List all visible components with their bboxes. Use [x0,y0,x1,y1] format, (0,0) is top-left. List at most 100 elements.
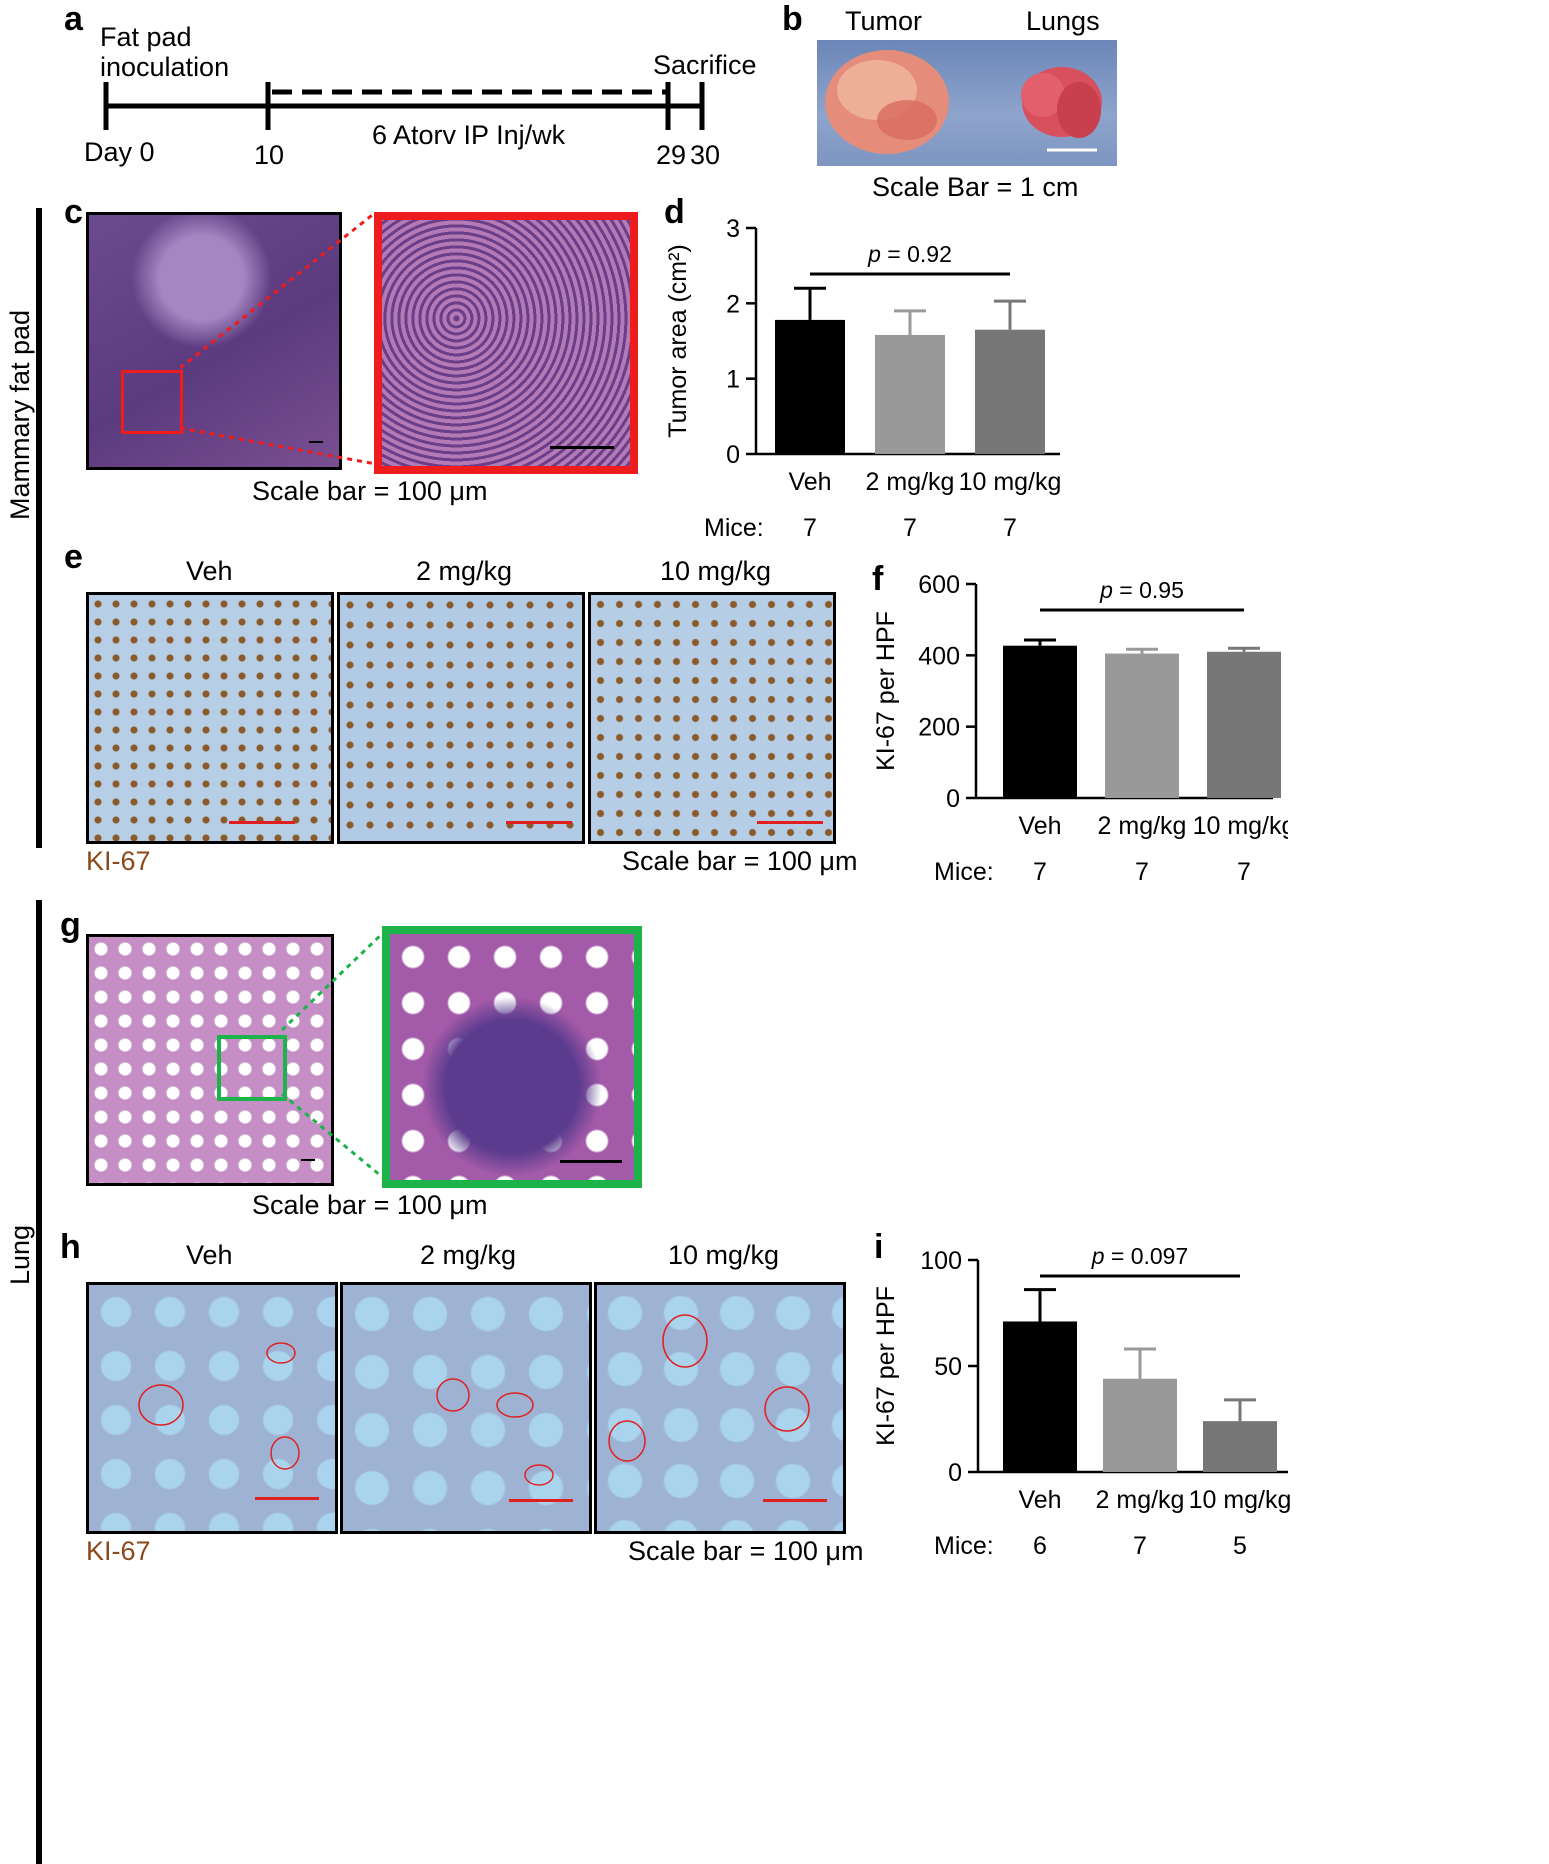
y-tick-label: 1 [726,366,740,394]
y-tick-label: 50 [934,1353,962,1381]
scale-bar-g-zoom [560,1160,622,1163]
p-value-label: p = 0.92 [867,241,952,267]
scale-bar-h-2mg [509,1499,573,1502]
sidebar-bar-fat-pad [36,208,42,848]
y-tick-label: 3 [726,215,740,243]
scale-label-c: Scale bar = 100 μm [252,476,488,506]
timeline-tick-label-day0: Day 0 [84,137,155,167]
scale-label-h: Scale bar = 100 μm [628,1536,864,1566]
y-axis-label: Tumor area (cm²) [664,244,692,438]
y-axis-label: KI-67 per HPF [872,611,900,771]
timeline-tick-label-30: 30 [690,140,721,170]
scale-bar-h-10mg [763,1499,827,1502]
scale-bar-e-10mg [757,821,823,824]
e-group-10mg: 10 mg/kg [660,556,772,586]
scale-bar-e-veh [229,821,295,824]
p-value-label: p = 0.95 [1099,577,1184,603]
panel-label-c: c [64,193,83,231]
mice-count-2: 7 [1237,858,1251,886]
x-tick-label-1: 2 mg/kg [1096,1486,1185,1514]
bar-1 [1105,653,1179,798]
ki67-tumor-veh [86,592,334,844]
y-tick-label: 0 [946,785,960,813]
chart-i-ki67-lung: 0 50 100 KI-67 per HPF Veh 6 2 mg/kg 7 10 mg/kg 5… [872,1243,1292,1560]
h-group-10mg: 10 mg/kg [668,1240,780,1270]
bar-1 [875,334,945,454]
mice-count-0: 6 [1033,1532,1047,1560]
scale-bar-h-veh [255,1497,319,1500]
mice-label: Mice: [934,1532,994,1560]
mice-count-1: 7 [1133,1532,1147,1560]
panel-label-f: f [872,560,884,598]
zoom-box-c [121,370,183,434]
y-tick-label: 400 [918,642,960,670]
timeline-start-label: Fat pad inoculation [100,22,230,82]
mice-label: Mice: [934,858,994,886]
he-lung-overview [86,934,334,1186]
photo-label-tumor: Tumor [845,6,923,36]
e-group-veh: Veh [186,556,233,586]
zoom-connectors-c [180,212,377,466]
stain-label-h: KI-67 [86,1536,151,1566]
mice-label: Mice: [704,514,764,542]
x-tick-label-0: Veh [1018,1486,1061,1514]
h-group-veh: Veh [186,1240,233,1270]
p-value-label: p = 0.097 [1091,1243,1189,1269]
x-tick-label-2: 10 mg/kg [1189,1486,1292,1514]
photo-scale-label: Scale Bar = 1 cm [872,172,1079,202]
sidebar-label-lung: Lung [5,1224,35,1286]
he-tumor-zoom [374,212,638,474]
y-tick-label: 600 [918,571,960,599]
bar-2 [975,329,1045,454]
x-tick-label-0: Veh [788,468,831,496]
y-tick-label: 0 [948,1459,962,1487]
sidebar-bar-lung [36,900,42,1864]
x-tick-label-1: 2 mg/kg [1098,812,1187,840]
mice-count-0: 7 [1033,858,1047,886]
ki67-lung-2mg [340,1282,592,1534]
treatment-label: 6 Atorv IP Inj/wk [372,120,566,150]
gross-photo-drawing [825,50,1102,154]
sidebar-label-fat-pad: Mammary fat pad [5,309,35,521]
mice-count-1: 7 [903,514,917,542]
x-tick-label-2: 10 mg/kg [959,468,1062,496]
stain-label-e: KI-67 [86,846,151,876]
scale-bar-g-overview [301,1159,315,1161]
scale-bar-e-2mg [506,821,572,824]
panel-label-i: i [874,1228,884,1266]
scale-bar-c-zoom [550,446,614,449]
photo-label-lungs: Lungs [1026,6,1100,36]
timeline-end-label: Sacrifice [653,50,757,80]
bar-2 [1203,1421,1277,1472]
bar-1 [1103,1378,1177,1472]
scale-label-e: Scale bar = 100 μm [622,846,858,876]
gross-photo [817,40,1117,166]
scale-bar-c-overview [309,441,323,443]
chart-f-ki67-tumor: 0 200 400 600 KI-67 per HPF Veh 7 2 mg/kg 7 10 mg… [872,571,1288,886]
panel-label-h: h [60,1228,81,1266]
bar-0 [1003,1321,1077,1472]
h-group-2mg: 2 mg/kg [420,1240,517,1270]
panel-label-g: g [60,906,81,944]
panel-label-b: b [782,0,803,38]
y-tick-label: 200 [918,714,960,742]
y-tick-label: 2 [726,290,740,318]
ki67-tumor-10mg [588,592,836,844]
mice-count-1: 7 [1135,858,1149,886]
panel-label-a: a [64,0,83,38]
ki67-tumor-2mg [337,592,585,844]
mice-count-2: 5 [1233,1532,1247,1560]
panel-label-d: d [664,193,685,231]
ki67-lung-veh [86,1282,338,1534]
chart-d-tumor-area: 0 1 2 3 Tumor area (cm²) Veh 7 2 mg/kg 7 10 mg/kg… [664,215,1062,542]
mice-count-2: 7 [1003,514,1017,542]
timeline-tick-label-29: 29 [656,140,687,170]
x-tick-label-2: 10 mg/kg [1193,812,1288,840]
mice-count-0: 7 [803,514,817,542]
ki67-lung-10mg [594,1282,846,1534]
zoom-connectors-g [280,930,388,1182]
bar-2 [1207,651,1281,798]
x-tick-label-0: Veh [1018,812,1061,840]
bar-0 [1003,645,1077,798]
timeline-tick-label-10: 10 [254,140,285,170]
